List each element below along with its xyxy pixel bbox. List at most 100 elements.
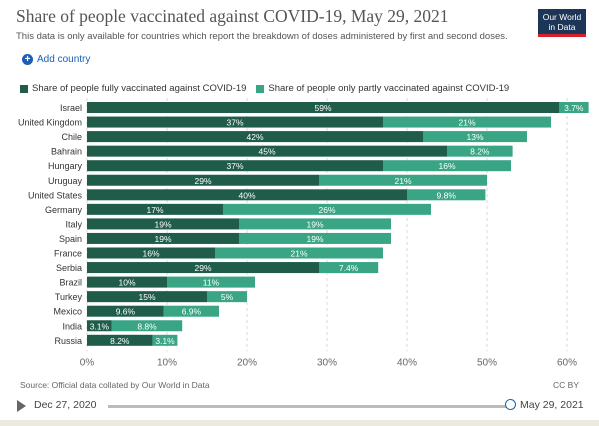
data-label: 16% xyxy=(438,161,455,171)
x-tick-label: 60% xyxy=(557,357,577,368)
data-label: 59% xyxy=(314,103,331,113)
x-tick-label: 20% xyxy=(237,357,257,368)
bar-fully-vaccinated xyxy=(87,276,167,288)
data-label: 21% xyxy=(458,118,475,128)
legend-label-full: Share of people fully vaccinated against… xyxy=(32,83,247,94)
bar-fully-vaccinated xyxy=(87,247,215,259)
data-label: 8.2% xyxy=(110,336,130,346)
data-label: 16% xyxy=(142,249,159,259)
x-tick-label: 30% xyxy=(317,357,337,368)
data-label: 19% xyxy=(154,234,171,244)
bar-fully-vaccinated xyxy=(87,189,407,201)
category-label: Brazil xyxy=(59,278,82,288)
legend-label-partial: Share of people only partly vaccinated a… xyxy=(268,83,510,94)
data-label: 3.1% xyxy=(155,336,175,346)
data-label: 3.7% xyxy=(564,103,584,113)
data-label: 37% xyxy=(226,161,243,171)
category-label: Uruguay xyxy=(48,176,83,186)
legend-item-partial[interactable]: Share of people only partly vaccinated a… xyxy=(256,83,509,94)
add-country-button[interactable]: + Add country xyxy=(22,54,90,65)
data-label: 21% xyxy=(290,249,307,259)
bar-fully-vaccinated xyxy=(87,203,223,215)
data-label: 9.6% xyxy=(116,307,136,317)
timeline-track[interactable] xyxy=(108,405,510,408)
category-label: India xyxy=(62,321,82,331)
bar-partly-vaccinated xyxy=(215,247,383,259)
category-label: United States xyxy=(28,190,83,200)
bar-fully-vaccinated xyxy=(87,145,447,157)
legend-swatch-partial xyxy=(256,84,265,93)
data-label: 29% xyxy=(194,263,211,273)
chart-legend: Share of people fully vaccinated against… xyxy=(20,83,509,94)
legend-swatch-full xyxy=(20,84,28,93)
category-label: Mexico xyxy=(53,307,82,317)
category-label: Russia xyxy=(54,336,82,346)
data-label: 29% xyxy=(194,176,211,186)
bar-fully-vaccinated xyxy=(87,116,383,128)
category-label: Israel xyxy=(60,103,82,113)
bar-partly-vaccinated xyxy=(239,218,391,230)
bar-partly-vaccinated xyxy=(163,305,219,317)
bar-fully-vaccinated xyxy=(87,262,319,274)
data-label: 17% xyxy=(146,205,163,215)
bar-partly-vaccinated xyxy=(383,116,551,128)
bar-chart: 0% 10% 20% 30% 40% 50% 60% Israel 59% 3.7% United … xyxy=(18,98,589,368)
bar-fully-vaccinated xyxy=(87,320,112,332)
bar-partly-vaccinated xyxy=(239,232,391,244)
owid-logo[interactable]: Our World in Data xyxy=(538,9,586,37)
bottom-strip xyxy=(0,420,599,426)
category-label: Bahrain xyxy=(51,147,82,157)
chart-subtitle: This data is only available for countrie… xyxy=(16,31,508,42)
data-label: 19% xyxy=(306,219,323,229)
data-label: 6.9% xyxy=(182,307,202,317)
category-label: United Kingdom xyxy=(18,118,82,128)
x-tick-label: 40% xyxy=(397,357,417,368)
data-label: 5% xyxy=(221,292,234,302)
bar-partly-vaccinated xyxy=(223,203,431,215)
chart-title: Share of people vaccinated against COVID… xyxy=(16,6,449,26)
bar-partly-vaccinated xyxy=(207,291,247,303)
bar-fully-vaccinated xyxy=(87,291,207,303)
data-label: 19% xyxy=(306,234,323,244)
bar-partly-vaccinated xyxy=(423,131,527,143)
play-icon[interactable] xyxy=(17,400,26,412)
bar-fully-vaccinated xyxy=(87,218,239,230)
timeline-track-fill xyxy=(108,405,510,408)
bar-partly-vaccinated xyxy=(319,262,379,274)
x-tick-label: 0% xyxy=(80,357,95,368)
data-label: 37% xyxy=(226,118,243,128)
plus-icon: + xyxy=(22,54,33,65)
timeline-slider: Dec 27, 2020 May 29, 2021 xyxy=(0,396,599,416)
x-tick-label: 50% xyxy=(477,357,497,368)
data-label: 42% xyxy=(246,132,263,142)
data-label: 21% xyxy=(394,176,411,186)
data-label: 45% xyxy=(258,147,275,157)
data-label: 11% xyxy=(203,278,220,288)
data-label: 3.1% xyxy=(90,321,110,331)
data-label: 19% xyxy=(154,219,171,229)
category-label: Turkey xyxy=(55,292,83,302)
data-label: 13% xyxy=(466,132,483,142)
bar-partly-vaccinated xyxy=(383,160,511,172)
data-label: 8.8% xyxy=(137,321,157,331)
license-link[interactable]: CC BY xyxy=(553,380,579,390)
timeline-handle[interactable] xyxy=(505,399,516,410)
legend-item-full[interactable]: Share of people fully vaccinated against… xyxy=(20,83,246,94)
add-country-label: Add country xyxy=(37,54,91,65)
category-label: Chile xyxy=(61,132,82,142)
category-label: France xyxy=(54,249,82,259)
logo-line-2: in Data xyxy=(548,22,576,32)
logo-line-1: Our World xyxy=(542,12,582,22)
bar-fully-vaccinated xyxy=(87,160,383,172)
bar-partly-vaccinated xyxy=(167,276,255,288)
category-label: Serbia xyxy=(56,263,82,273)
bar-partly-vaccinated xyxy=(111,320,183,332)
category-label: Spain xyxy=(59,234,82,244)
bar-fully-vaccinated xyxy=(87,131,423,143)
bar-partly-vaccinated xyxy=(152,334,178,346)
bar-fully-vaccinated xyxy=(87,232,239,244)
category-label: Germany xyxy=(45,205,83,215)
data-label: 7.4% xyxy=(339,263,359,273)
bar-fully-vaccinated xyxy=(87,334,153,346)
bar-fully-vaccinated xyxy=(87,174,319,186)
